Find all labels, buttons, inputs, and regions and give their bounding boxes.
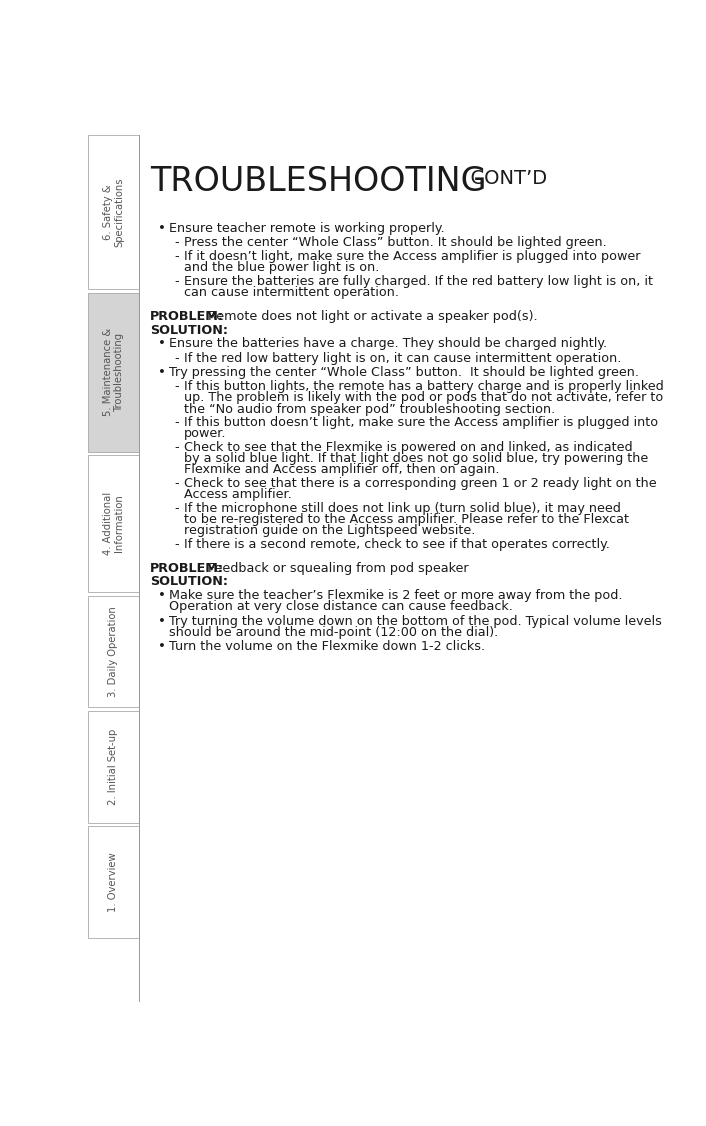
Text: 3. DaiIy Operation: 3. DaiIy Operation bbox=[109, 606, 119, 697]
Text: Check to see that the Flexmike is powered on and linked, as indicated: Check to see that the Flexmike is powere… bbox=[184, 441, 633, 454]
Bar bbox=[88, 596, 138, 707]
Text: by a solid blue light. If that light does not go solid blue, try powering the: by a solid blue light. If that light doe… bbox=[184, 453, 648, 465]
Text: Ensure the batteries are fully charged. If the red battery low light is on, it: Ensure the batteries are fully charged. … bbox=[184, 275, 653, 288]
Bar bbox=[88, 455, 138, 592]
Text: Ensure teacher remote is working properly.: Ensure teacher remote is working properl… bbox=[169, 222, 445, 235]
Text: If there is a second remote, check to see if that operates correctly.: If there is a second remote, check to se… bbox=[184, 537, 610, 551]
Text: -: - bbox=[174, 381, 179, 393]
Text: -: - bbox=[174, 502, 179, 515]
Text: Try turning the volume down on the bottom of the pod. Typical volume levels: Try turning the volume down on the botto… bbox=[169, 615, 662, 628]
Text: •: • bbox=[158, 222, 166, 235]
Text: up. The problem is likely with the pod or pods that do not activate, refer to: up. The problem is likely with the pod o… bbox=[184, 392, 663, 404]
Text: If this button doesn’t light, make sure the Access amplifier is plugged into: If this button doesn’t light, make sure … bbox=[184, 417, 658, 429]
Text: SOLUTION:: SOLUTION: bbox=[150, 324, 228, 337]
Text: 2. Initial Set-up: 2. Initial Set-up bbox=[109, 729, 119, 805]
Text: If this button lights, the remote has a battery charge and is properly linked: If this button lights, the remote has a … bbox=[184, 381, 664, 393]
Text: can cause intermittent operation.: can cause intermittent operation. bbox=[184, 286, 399, 300]
Text: Access amplifier.: Access amplifier. bbox=[184, 488, 292, 501]
Text: -: - bbox=[174, 250, 179, 263]
Text: Flexmike and Access amplifier off, then on again.: Flexmike and Access amplifier off, then … bbox=[184, 463, 500, 476]
Text: 5. Maintenance &
Troubleshooting: 5. Maintenance & Troubleshooting bbox=[102, 328, 124, 417]
Text: PROBLEM:: PROBLEM: bbox=[150, 310, 224, 323]
Text: should be around the mid-point (12:00 on the dial).: should be around the mid-point (12:00 on… bbox=[169, 626, 498, 638]
Text: -: - bbox=[174, 477, 179, 490]
Text: Check to see that there is a corresponding green 1 or 2 ready light on the: Check to see that there is a correspondi… bbox=[184, 477, 657, 490]
Text: CONT’D: CONT’D bbox=[457, 169, 546, 188]
Text: •: • bbox=[158, 366, 166, 378]
Text: 4. Additional
Information: 4. Additional Information bbox=[102, 492, 124, 555]
Text: SOLUTION:: SOLUTION: bbox=[150, 575, 228, 589]
Text: 1. Overview: 1. Overview bbox=[109, 852, 119, 912]
Text: PROBLEM:: PROBLEM: bbox=[150, 562, 224, 574]
Text: Turn the volume on the Flexmike down 1-2 clicks.: Turn the volume on the Flexmike down 1-2… bbox=[169, 641, 485, 653]
Text: -: - bbox=[174, 441, 179, 454]
Text: to be re-registered to the Access amplifier. Please refer to the Flexcat: to be re-registered to the Access amplif… bbox=[184, 512, 629, 526]
Text: and the blue power light is on.: and the blue power light is on. bbox=[184, 261, 379, 275]
Text: If the microphone still does not link up (turn solid blue), it may need: If the microphone still does not link up… bbox=[184, 502, 621, 515]
Text: Press the center “Whole Class” button. It should be lighted green.: Press the center “Whole Class” button. I… bbox=[184, 236, 606, 249]
Text: -: - bbox=[174, 236, 179, 249]
Text: 6. Safety &
Specifications: 6. Safety & Specifications bbox=[102, 178, 124, 247]
Text: Remote does not light or activate a speaker pod(s).: Remote does not light or activate a spea… bbox=[204, 310, 537, 323]
Text: If the red low battery light is on, it can cause intermittent operation.: If the red low battery light is on, it c… bbox=[184, 352, 621, 365]
Text: Make sure the teacher’s Flexmike is 2 feet or more away from the pod.: Make sure the teacher’s Flexmike is 2 fe… bbox=[169, 589, 623, 602]
Bar bbox=[88, 293, 138, 452]
Text: -: - bbox=[174, 417, 179, 429]
Text: -: - bbox=[174, 537, 179, 551]
Text: -: - bbox=[174, 275, 179, 288]
Text: Ensure the batteries have a charge. They should be charged nightly.: Ensure the batteries have a charge. They… bbox=[169, 338, 607, 350]
Text: Feedback or squealing from pod speaker: Feedback or squealing from pod speaker bbox=[204, 562, 468, 574]
Text: the “No audio from speaker pod” troubleshooting section.: the “No audio from speaker pod” troubles… bbox=[184, 402, 555, 415]
Text: •: • bbox=[158, 615, 166, 628]
Text: -: - bbox=[174, 352, 179, 365]
Text: •: • bbox=[158, 338, 166, 350]
Text: Operation at very close distance can cause feedback.: Operation at very close distance can cau… bbox=[169, 600, 513, 614]
Text: •: • bbox=[158, 589, 166, 602]
Text: •: • bbox=[158, 641, 166, 653]
Text: power.: power. bbox=[184, 427, 227, 440]
Text: Try pressing the center “Whole Class” button.  It should be lighted green.: Try pressing the center “Whole Class” bu… bbox=[169, 366, 639, 378]
Bar bbox=[88, 711, 138, 823]
Text: registration guide on the Lightspeed website.: registration guide on the Lightspeed web… bbox=[184, 524, 475, 537]
Text: TROUBLESHOOTING: TROUBLESHOOTING bbox=[150, 164, 486, 197]
Bar bbox=[88, 135, 138, 289]
Text: If it doesn’t light, make sure the Access amplifier is plugged into power: If it doesn’t light, make sure the Acces… bbox=[184, 250, 640, 263]
Bar bbox=[88, 826, 138, 938]
